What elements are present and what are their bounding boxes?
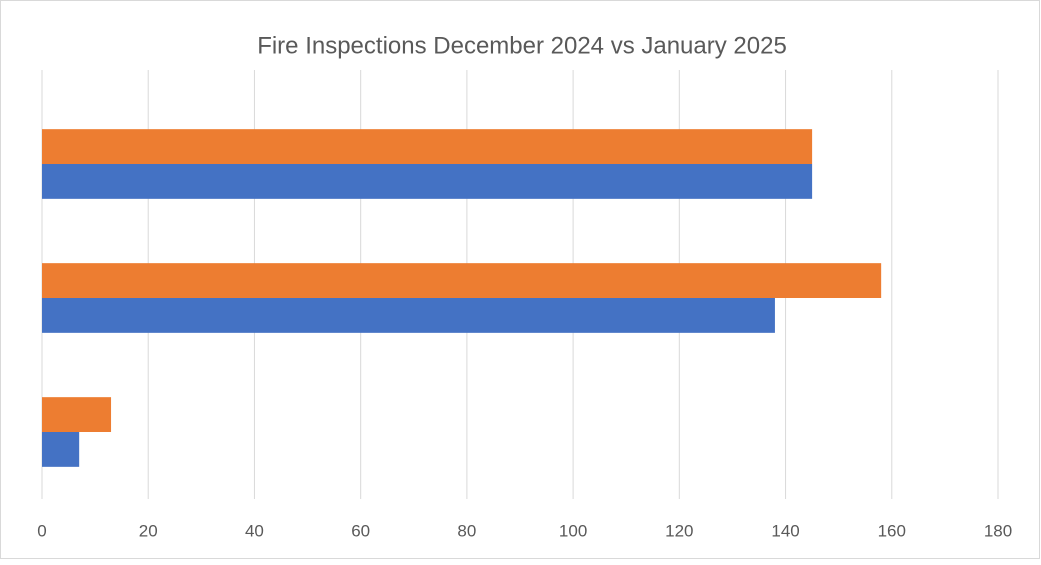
x-tick-label: 20	[139, 521, 158, 540]
bar	[42, 164, 813, 199]
x-tick-label: 180	[984, 521, 1012, 540]
x-tick-label: 100	[559, 521, 587, 540]
x-tick-label: 140	[771, 521, 799, 540]
x-tick-label: 40	[245, 521, 264, 540]
bar	[42, 298, 775, 333]
bar	[42, 263, 882, 298]
x-tick-label: 0	[37, 521, 46, 540]
x-tick-label: 80	[457, 521, 476, 540]
bar	[42, 397, 112, 432]
x-tick-label: 60	[351, 521, 370, 540]
bar	[42, 432, 80, 467]
bar	[42, 129, 813, 164]
chart-title: Fire Inspections December 2024 vs Januar…	[257, 32, 787, 59]
x-tick-label: 160	[878, 521, 906, 540]
x-tick-label: 120	[665, 521, 693, 540]
